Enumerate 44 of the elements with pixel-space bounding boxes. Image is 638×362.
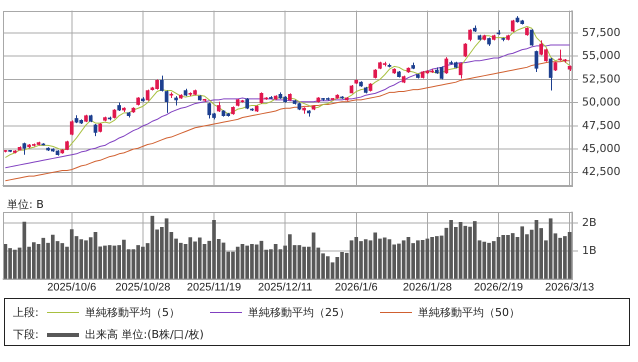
x-tick-label: 2026/3/13: [545, 281, 594, 294]
y-tick-label: 1B: [582, 244, 597, 257]
candlestick: [510, 19, 515, 32]
x-tick-label: 2025/10/28: [115, 281, 170, 294]
legend-label: 単純移動平均（25）: [248, 305, 350, 320]
candlestick: [373, 68, 378, 79]
candlestick: [22, 142, 26, 156]
candlestick: [98, 122, 102, 133]
y-tick-label: 52,500: [582, 72, 620, 86]
legend-title: 上段:: [13, 305, 40, 320]
x-tick-label: 2025/10/6: [47, 281, 96, 294]
candlestick: [245, 98, 250, 110]
y-tick-label: 57,500: [582, 26, 620, 39]
candlestick: [468, 28, 472, 42]
candlestick: [530, 28, 534, 46]
legend-title: 下段:: [13, 327, 40, 342]
candlestick: [534, 50, 538, 72]
x-tick-label: 2025/12/11: [258, 281, 312, 294]
candlestick: [94, 124, 98, 137]
y-axis-title: 単位: B: [5, 197, 46, 212]
candlestick: [548, 58, 552, 92]
y-tick-label: 2B: [582, 216, 597, 229]
legend-label: 出来高 単位:(B株/口/枚): [85, 327, 204, 342]
legend-label: 単純移動平均（50）: [418, 305, 520, 320]
candlestick: [554, 61, 558, 72]
candlestick: [164, 90, 168, 114]
candlestick: [458, 62, 462, 79]
x-tick-label: 2026/2/19: [474, 281, 523, 294]
y-tick-label: 50,000: [582, 96, 620, 109]
x-tick-label: 2026/1/28: [402, 281, 452, 294]
y-tick-label: 55,000: [582, 49, 620, 62]
legend-label: 単純移動平均（5）: [85, 305, 180, 320]
candlestick: [216, 101, 221, 112]
x-tick-label: 2025/11/19: [186, 281, 242, 294]
candlestick: [112, 108, 116, 119]
candlestick: [463, 42, 468, 58]
candlestick: [174, 96, 178, 106]
y-tick-label: 42,500: [582, 165, 620, 178]
candlestick: [160, 75, 164, 92]
x-tick-label: 2026/1/6: [334, 281, 378, 294]
y-tick-label: 45,000: [582, 142, 620, 155]
candlestick: [70, 120, 74, 136]
y-tick-label: 47,500: [582, 118, 620, 132]
candlestick: [444, 56, 448, 74]
